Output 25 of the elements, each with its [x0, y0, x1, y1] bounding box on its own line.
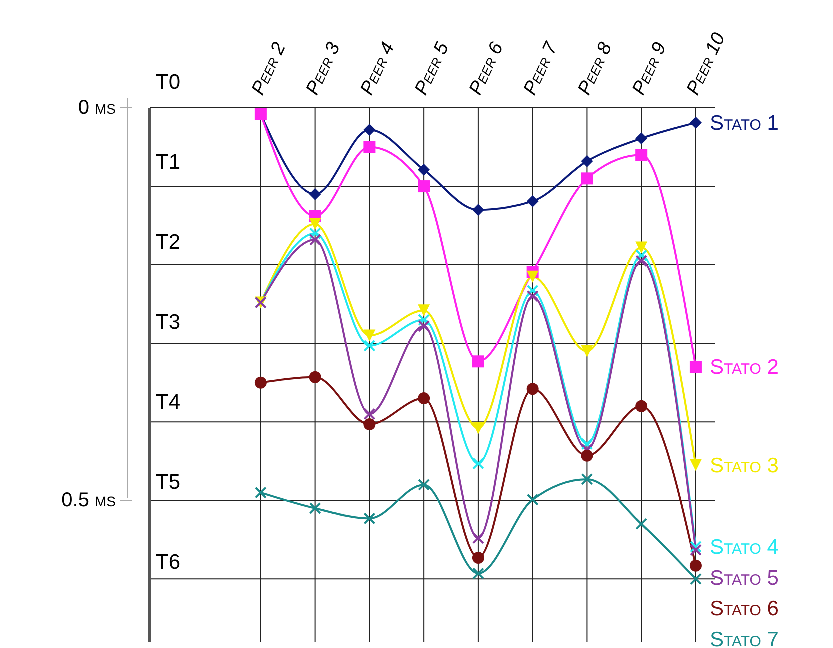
text: T3 [156, 311, 181, 334]
text: T6 [156, 551, 181, 574]
series-label: Stato 5 [710, 566, 779, 590]
x-tick-label: Peer 9 [628, 39, 672, 98]
series-label: Stato 6 [710, 598, 779, 621]
text: Stato 7 [710, 628, 779, 648]
y-tick-label: 0 ms [78, 97, 116, 119]
x-tick-label: Peer 4 [356, 40, 400, 98]
text: T4 [156, 391, 181, 414]
x-tick-label: Peer 8 [574, 39, 617, 98]
text: T2 [156, 231, 181, 254]
x-tick-label: Peer 6 [466, 39, 508, 98]
x-tick-label: Peer 10 [683, 30, 730, 98]
x-tick-label: Peer 7 [520, 38, 564, 98]
text: T0 [156, 71, 181, 94]
series-label: Stato 3 [710, 454, 779, 478]
x-tick-label: Peer 5 [411, 39, 454, 98]
series-label: Stato 2 [710, 356, 779, 380]
series-label: Stato 1 [710, 112, 779, 135]
text: T1 [156, 151, 181, 174]
x-tick-label: Peer 3 [302, 39, 346, 98]
x-tick-label: Peer 2 [248, 39, 291, 98]
y-tick-label: 0.5 ms [62, 490, 116, 512]
text: T5 [156, 471, 181, 494]
series-label: Stato 4 [710, 536, 780, 559]
